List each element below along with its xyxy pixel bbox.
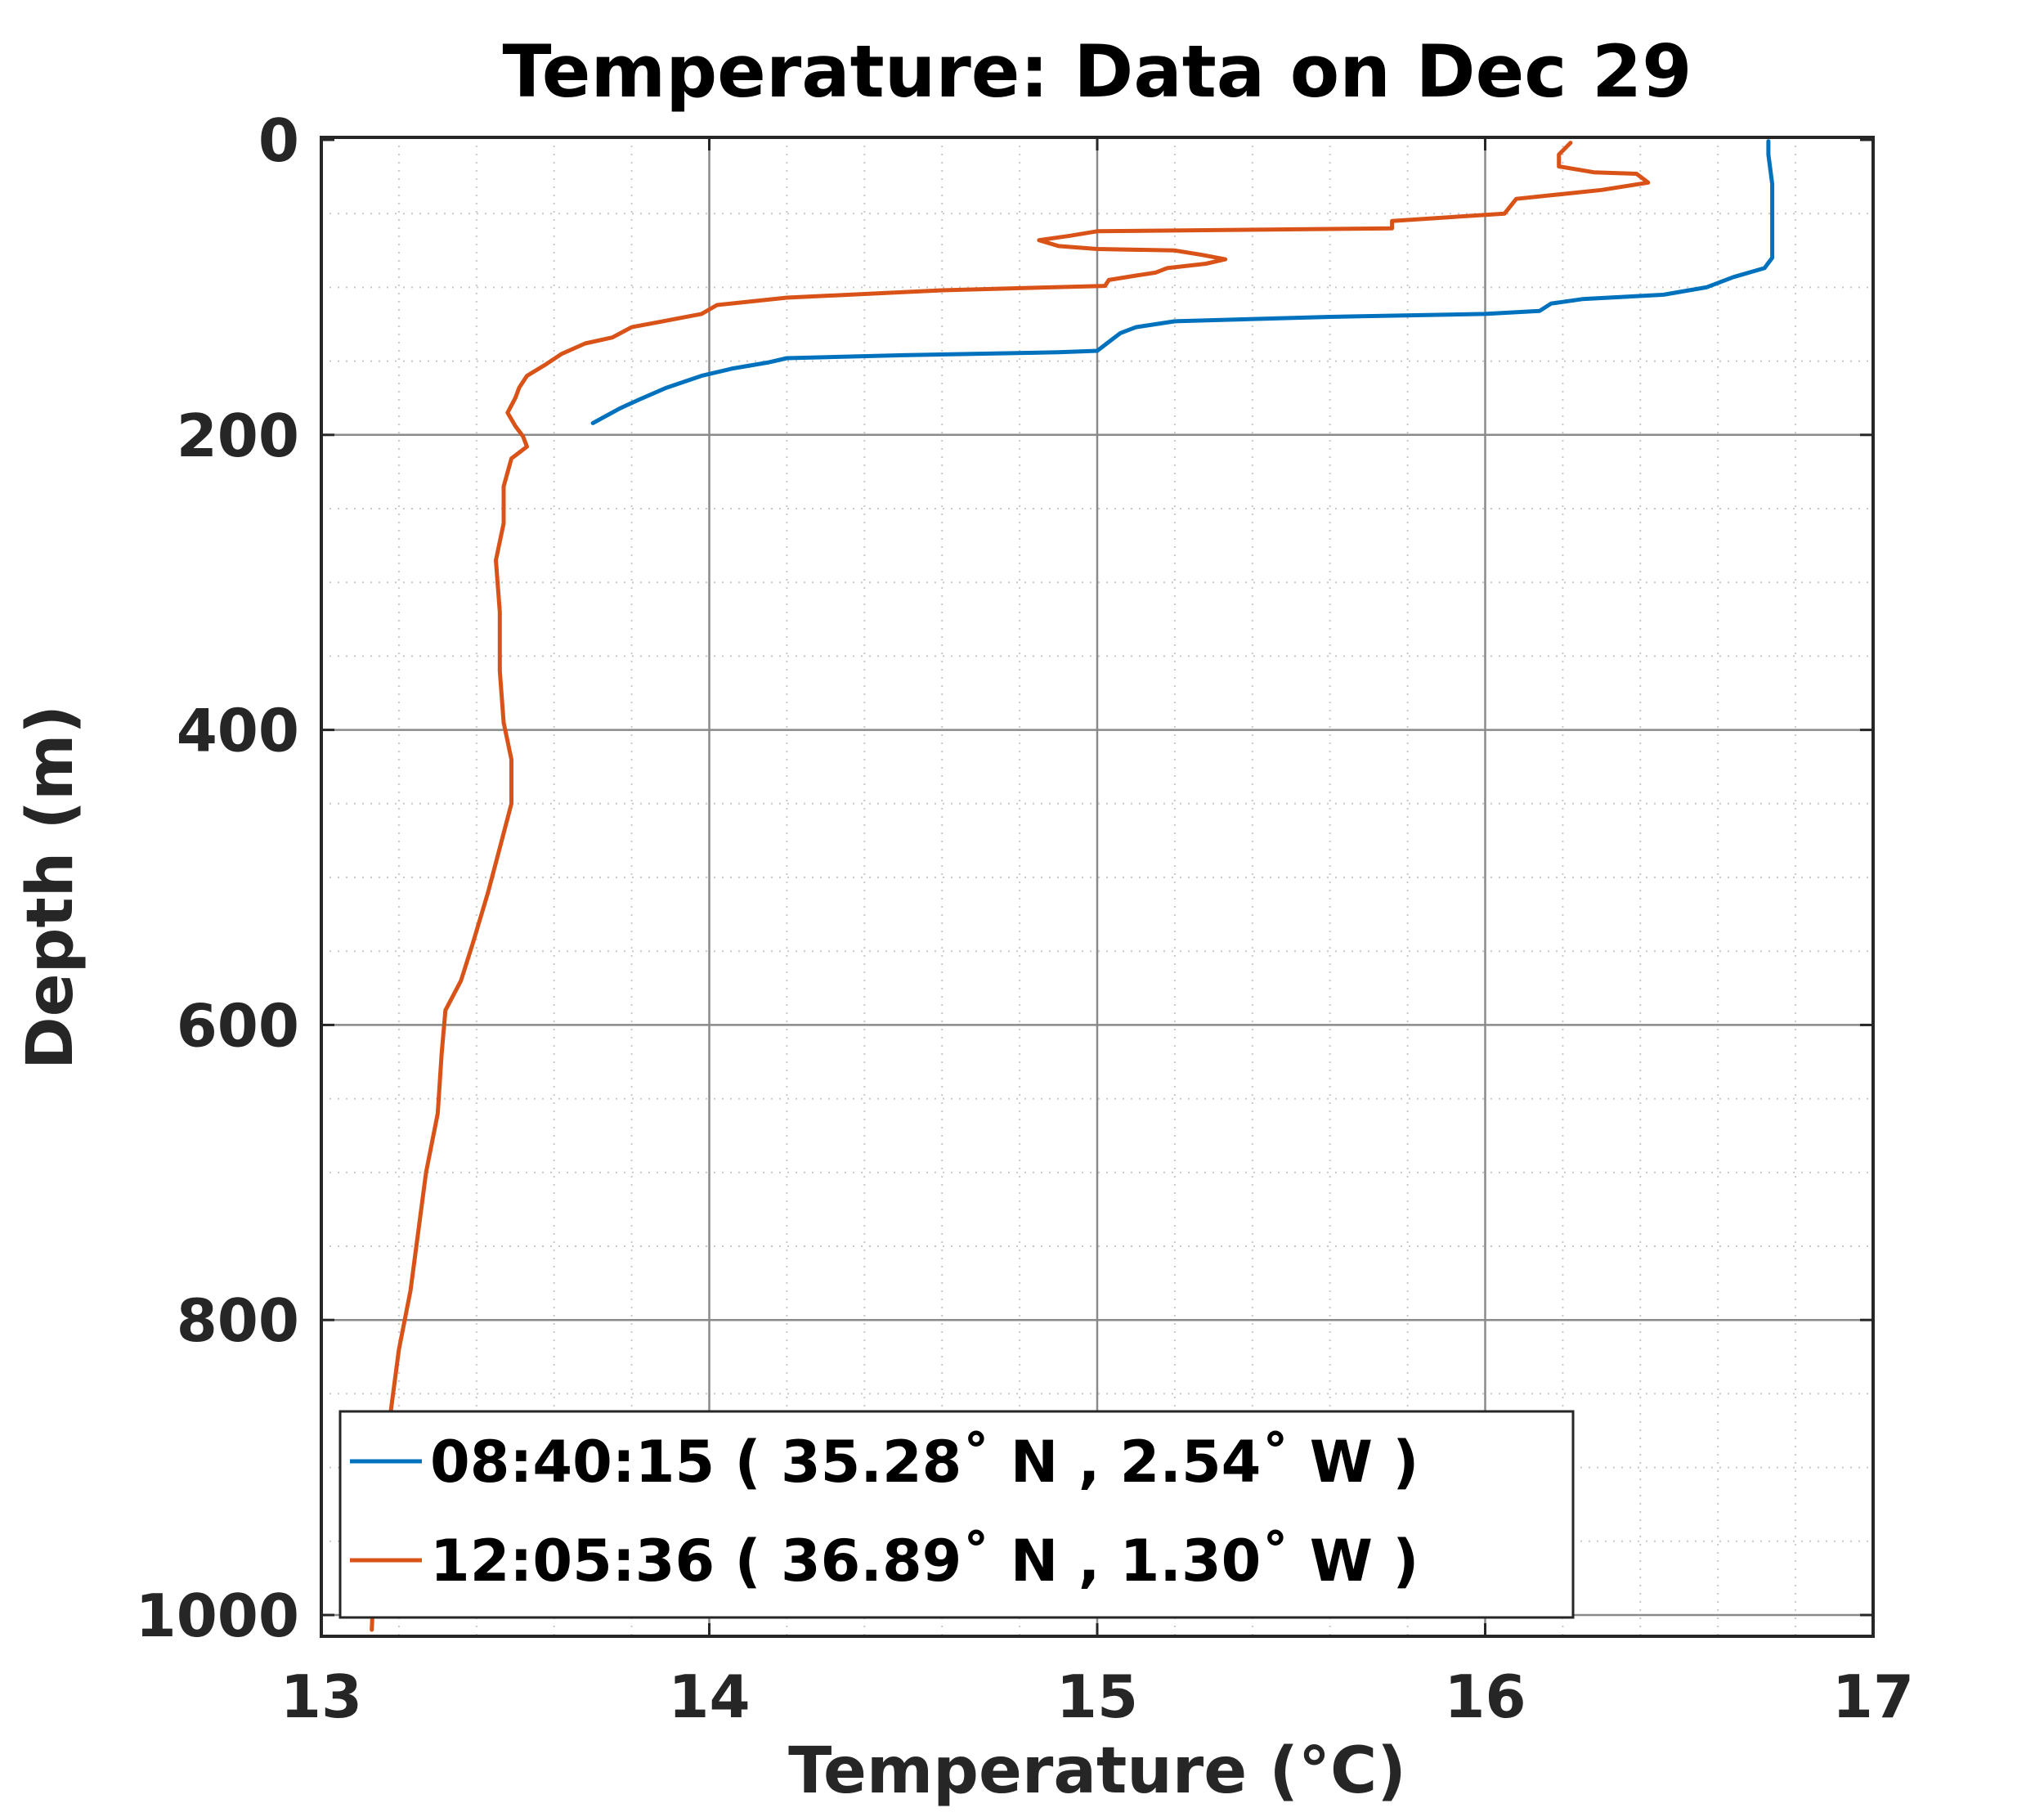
y-tick-labels: 0 200 400 600 800 1000 — [136, 106, 299, 1650]
y-tick-label: 1000 — [136, 1581, 299, 1650]
legend: 08:40:15 ( 35.28˚ N , 2.54˚ W ) 12:05:36… — [338, 1410, 1575, 1619]
x-tick-label: 14 — [668, 1662, 750, 1731]
y-tick-label: 600 — [177, 991, 299, 1060]
series-line-1 — [590, 139, 1775, 425]
legend-box — [338, 1410, 1575, 1619]
tick-marks — [320, 137, 1875, 1636]
series-layer — [370, 139, 1775, 1632]
x-tick-label: 15 — [1056, 1662, 1138, 1731]
legend-label-series-1: 08:40:15 ( 35.28˚ N , 2.54˚ W ) — [430, 1429, 1419, 1496]
legend-label-series-2: 12:05:36 ( 36.89˚ N , 1.30˚ W ) — [430, 1528, 1419, 1595]
series-line-2 — [370, 141, 1651, 1632]
chart-title: Temperature: Data on Dec 29 — [502, 29, 1692, 114]
y-tick-label: 200 — [177, 402, 299, 470]
y-tick-label: 0 — [258, 106, 299, 175]
x-tick-label: 17 — [1832, 1662, 1914, 1731]
x-tick-label: 16 — [1444, 1662, 1526, 1731]
minor-grid — [321, 137, 1873, 1636]
x-axis-label: Temperature (°C) — [788, 1734, 1406, 1808]
x-tick-labels: 13 14 15 16 17 — [280, 1662, 1914, 1731]
y-axis-label: Depth (m) — [14, 705, 87, 1070]
x-tick-label: 13 — [280, 1662, 362, 1731]
y-tick-label: 400 — [177, 697, 299, 765]
y-tick-label: 800 — [177, 1286, 299, 1355]
